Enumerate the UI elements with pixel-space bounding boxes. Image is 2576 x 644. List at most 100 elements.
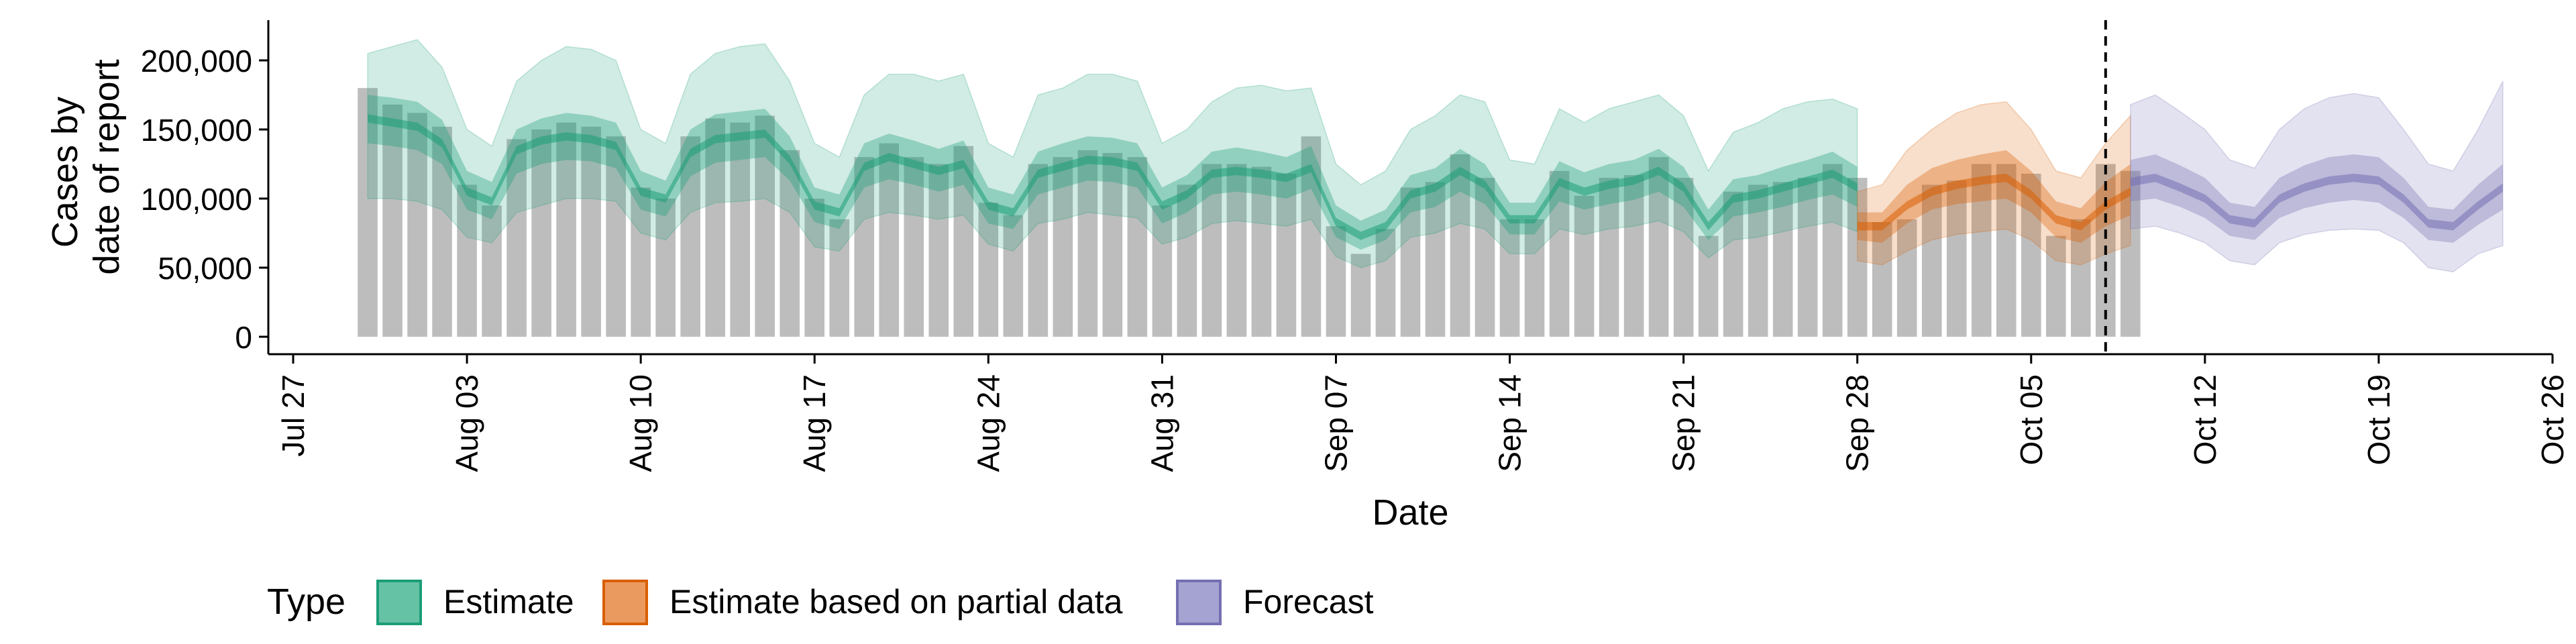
case-bar (1201, 164, 1222, 337)
case-bar (1574, 195, 1595, 337)
x-axis-ticks: Jul 27 Aug 03 Aug 10 Aug 17 Aug 24 Aug 31 Sep … (276, 354, 2570, 472)
legend-label-estimate-based-on-partial-data: Estimate based on partial data (669, 583, 1123, 621)
case-bar (1276, 173, 1297, 337)
case-bar (1028, 164, 1049, 337)
case-bar (1797, 178, 1818, 337)
case-bar (1772, 182, 1793, 337)
estimate-based-on-partial-data-median-band (1857, 173, 2131, 231)
case-bar (1400, 187, 1421, 337)
x-tick-label: Sep 07 (1318, 374, 1353, 472)
case-bar (506, 139, 527, 337)
estimate-median-band (368, 114, 1858, 240)
x-tick-label: Aug 03 (449, 374, 484, 472)
case-bar (1921, 184, 1942, 337)
case-bar (1375, 229, 1396, 337)
case-bar (432, 126, 452, 337)
y-tick-label: 50,000 (158, 251, 252, 286)
case-bar (1748, 184, 1768, 337)
x-tick-label: Aug 10 (623, 374, 658, 472)
legend-key-forecast (1176, 580, 1222, 625)
x-tick-label: Jul 27 (276, 374, 311, 457)
case-bar (1698, 235, 1719, 337)
case-bar (382, 104, 402, 337)
case-bar (1673, 178, 1694, 337)
case-bar (1971, 164, 1992, 337)
y-axis-label-line-1: Cases by (45, 97, 85, 248)
case-bar (1053, 157, 1073, 337)
y-axis-ticks: 0 50,000 100,000 150,000 200,000 (141, 44, 268, 355)
case-bar (1326, 226, 1346, 337)
case-bar (904, 157, 924, 337)
case-bar (1251, 166, 1272, 337)
legend-title: Type (267, 582, 345, 622)
case-bar (829, 219, 850, 337)
bars-layer (358, 88, 2141, 337)
estimate-ribbon-90 (367, 39, 1858, 268)
case-bar (730, 122, 751, 337)
median-layer (368, 114, 2503, 240)
x-axis-label: Date (1372, 492, 1448, 533)
case-bar (1524, 219, 1545, 337)
case-bar (1648, 157, 1669, 337)
case-bar (1872, 222, 1892, 337)
case-bar (1623, 174, 1644, 337)
case-bar (928, 164, 949, 337)
legend: Type Estimate Estimate based on partial d… (267, 580, 1374, 625)
x-tick-label: Oct 05 (2014, 374, 2049, 466)
case-bar (606, 136, 626, 337)
case-bar (879, 143, 900, 337)
forecast-ribbon-50 (2130, 154, 2503, 243)
x-tick-label: Aug 17 (797, 374, 832, 472)
case-bar (1425, 182, 1446, 337)
x-tick-label: Aug 24 (971, 374, 1006, 472)
case-bar (1822, 164, 1843, 337)
case-bar (1226, 164, 1247, 337)
case-bar (755, 115, 775, 337)
case-bar (631, 187, 651, 337)
case-bar (1152, 205, 1173, 337)
case-bar (581, 126, 601, 337)
x-tick-label: Sep 21 (1666, 374, 1701, 472)
case-bar (1474, 178, 1495, 337)
x-tick-label: Sep 14 (1493, 374, 1527, 472)
y-tick-label: 200,000 (141, 44, 252, 78)
axes-layer: 0 50,000 100,000 150,000 200,000 Jul 27 Aug 0… (141, 20, 2570, 472)
case-bar (556, 122, 576, 337)
case-bar (1723, 191, 1743, 337)
x-tick-label: Oct 12 (2188, 374, 2222, 466)
legend-key-estimate-based-on-partial-data (602, 580, 648, 625)
y-axis-label: Cases by date of report (45, 59, 127, 274)
case-bar (2070, 219, 2091, 337)
case-bar (1549, 170, 1570, 337)
case-bar (854, 157, 875, 337)
case-bar (531, 129, 551, 337)
x-tick-label: Sep 28 (1840, 374, 1875, 472)
forecast-ribbon-90 (2130, 80, 2504, 272)
case-bar (1896, 219, 1917, 337)
case-bar (1946, 180, 1967, 337)
case-bar (680, 136, 700, 337)
case-bar (1599, 178, 1619, 337)
case-bar (705, 118, 725, 337)
case-bar (655, 199, 676, 337)
legend-label-estimate: Estimate (443, 583, 574, 621)
x-tick-label: Aug 31 (1144, 374, 1179, 472)
legend-key-estimate (376, 580, 422, 625)
case-bar (780, 150, 800, 337)
x-tick-label: Oct 19 (2361, 374, 2396, 466)
forecast-median-band (2130, 173, 2503, 231)
case-bar (1177, 184, 1197, 337)
case-bar (1102, 153, 1123, 337)
x-tick-label: Oct 26 (2535, 374, 2570, 466)
case-bar (482, 205, 502, 337)
y-tick-label: 0 (235, 320, 252, 355)
case-bar (1077, 150, 1098, 337)
y-tick-label: 150,000 (141, 113, 252, 148)
case-bar (1127, 157, 1148, 337)
case-bar (1003, 215, 1024, 337)
case-bar (1350, 254, 1371, 337)
case-bar (804, 199, 825, 337)
case-bar (1499, 219, 1520, 337)
case-bar (978, 203, 999, 337)
